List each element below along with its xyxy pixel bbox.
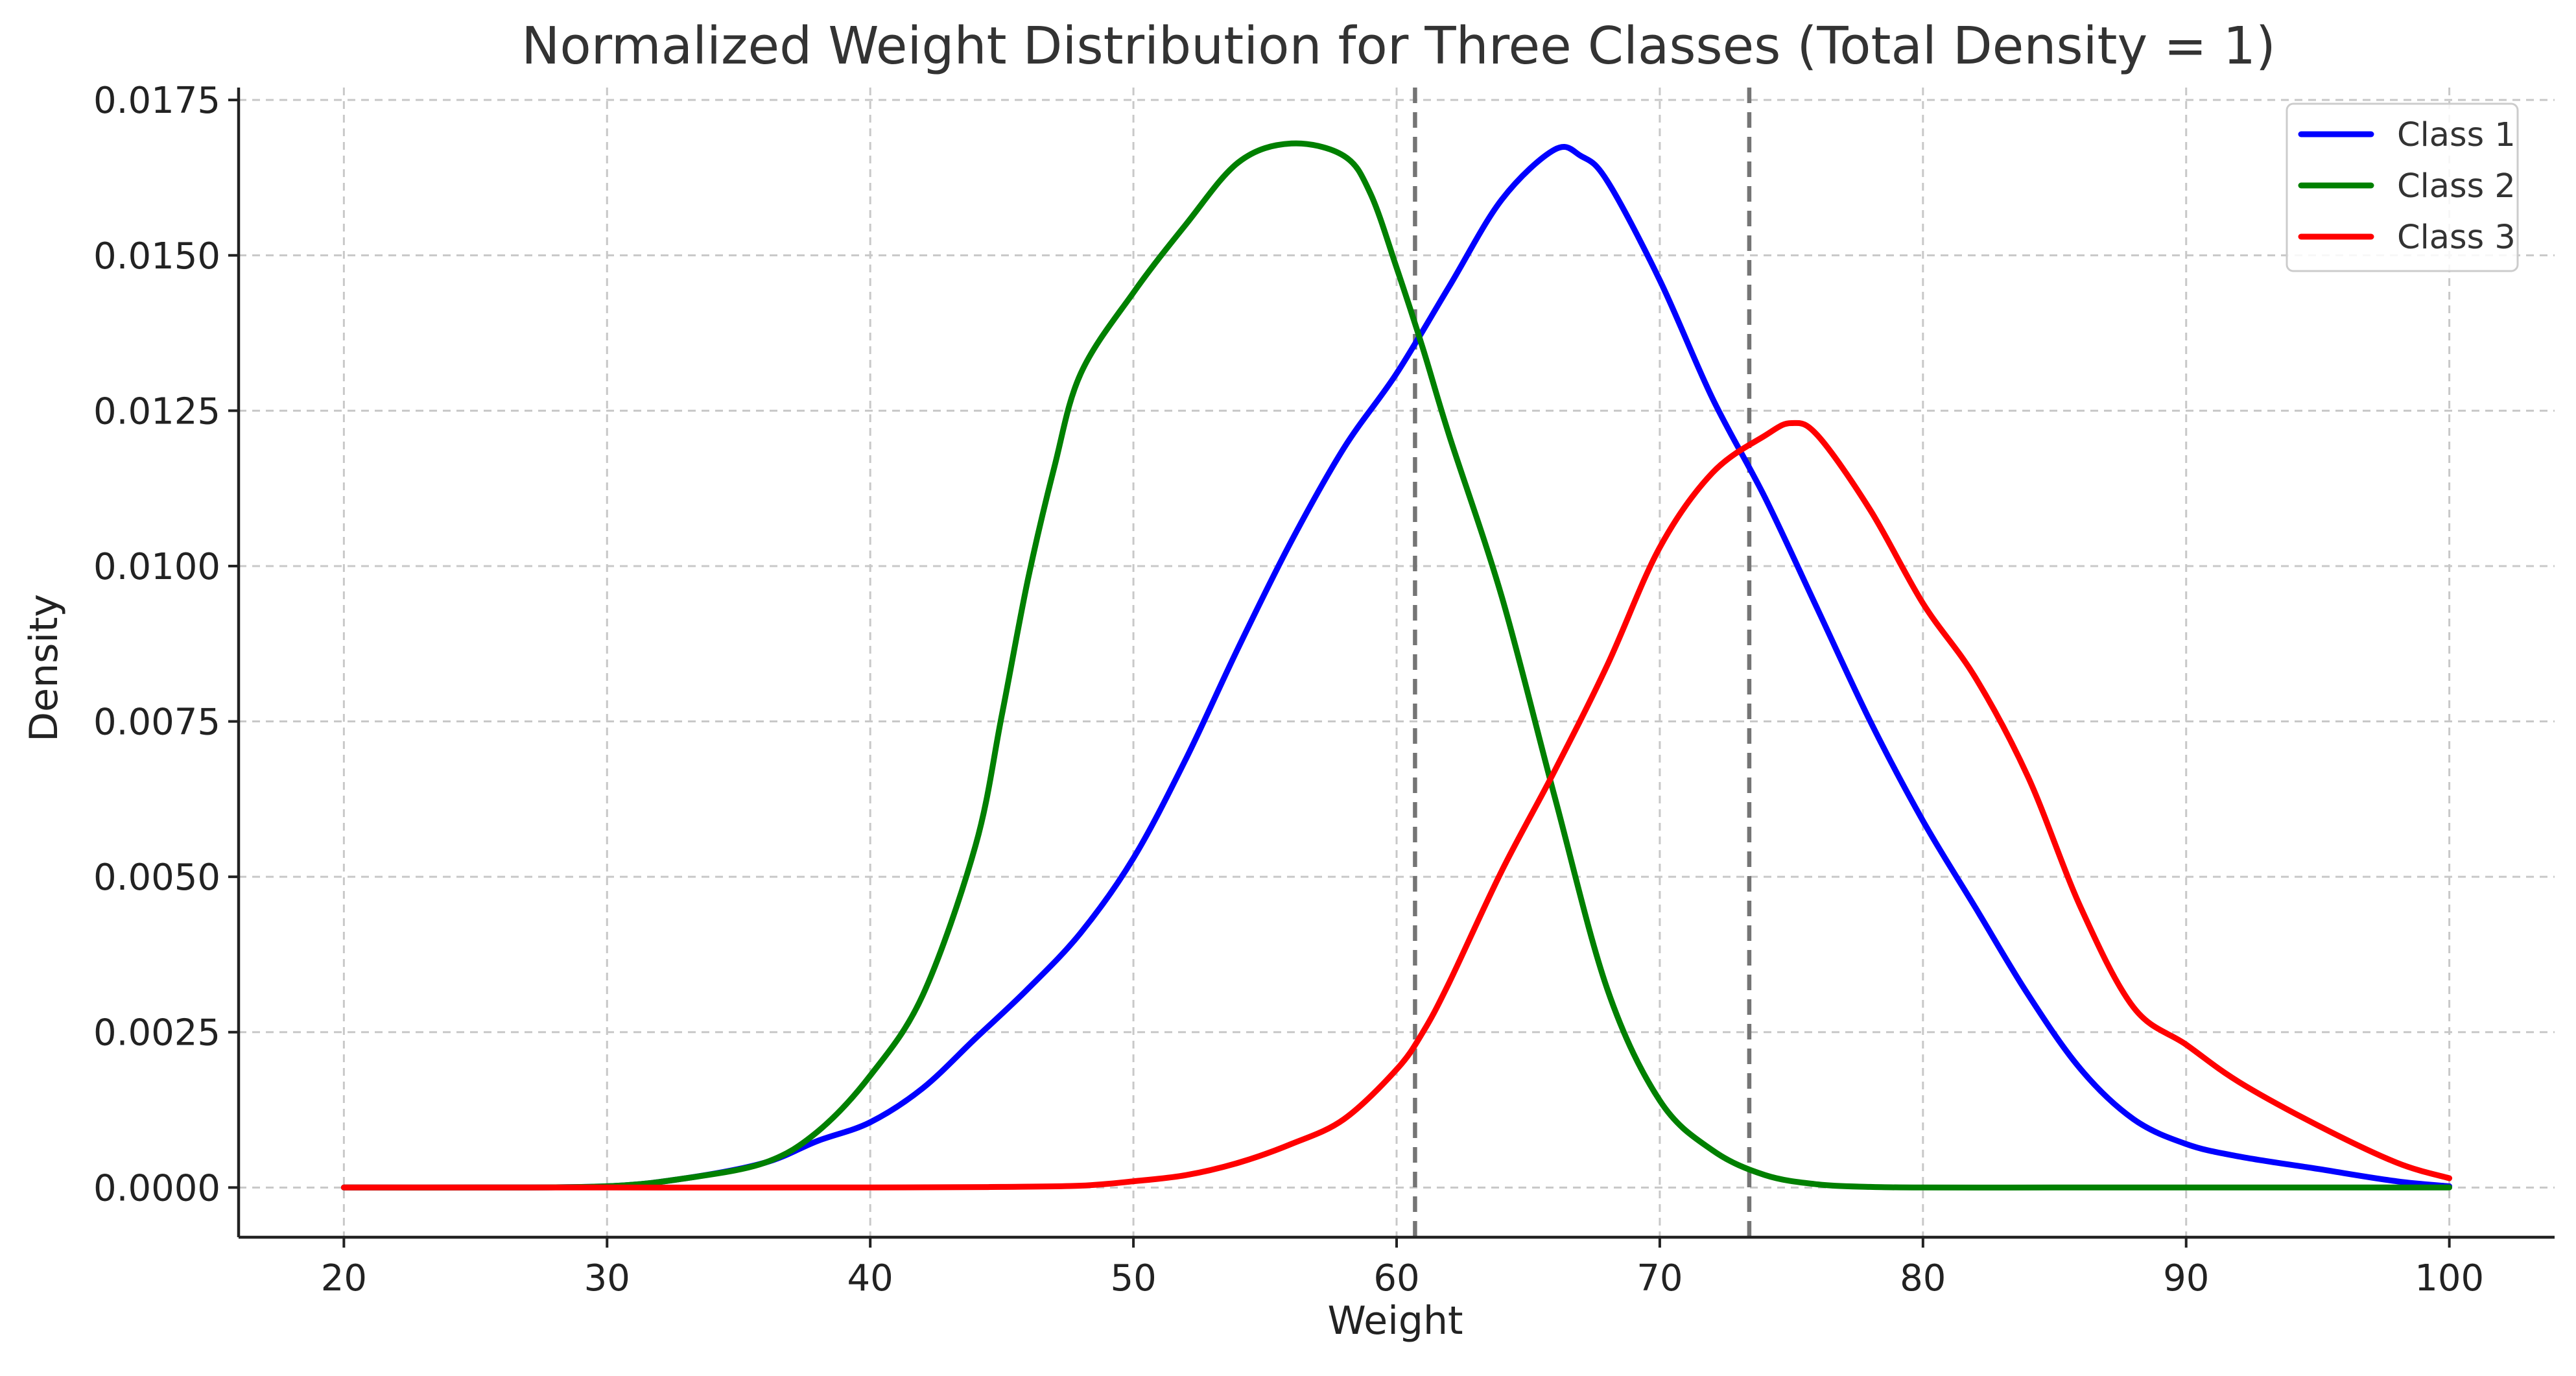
tick-labels: 20 30 40 50 60 70 80 90 100 0.0000 0.0025 0.0050 0.0…	[93, 80, 2484, 1299]
y-tick-label: 0.0150	[93, 235, 220, 278]
series-layer	[340, 140, 2453, 1191]
y-tick-label: 0.0075	[93, 702, 220, 744]
legend: Class 1 Class 2 Class 3	[2286, 102, 2519, 272]
y-tick-label: 0.0025	[93, 1012, 220, 1054]
series-line-class-3	[340, 420, 2453, 1191]
chart-title: Normalized Weight Distribution for Three…	[521, 16, 2276, 76]
y-axis-label: Density	[21, 594, 67, 742]
y-tick-label: 0.0000	[93, 1167, 220, 1209]
x-tick-label: 70	[1637, 1257, 1683, 1299]
y-tick-label: 0.0175	[93, 80, 220, 122]
x-tick-label: 90	[2163, 1257, 2209, 1299]
y-tick-label: 0.0050	[93, 857, 220, 899]
x-tick-label: 30	[584, 1257, 630, 1299]
legend-label-class-2: Class 2	[2397, 167, 2516, 206]
x-tick-label: 50	[1110, 1257, 1156, 1299]
x-tick-label: 20	[321, 1257, 367, 1299]
series-line-class-1	[340, 144, 2453, 1191]
y-tick-label: 0.0125	[93, 390, 220, 433]
x-tick-label: 100	[2415, 1257, 2484, 1299]
series-line-class-2	[340, 140, 2453, 1191]
x-tick-label: 60	[1373, 1257, 1419, 1299]
x-tick-label: 40	[847, 1257, 893, 1299]
legend-box	[2286, 102, 2519, 272]
legend-label-class-3: Class 3	[2397, 219, 2516, 257]
legend-label-class-1: Class 1	[2397, 116, 2516, 154]
reference-lines	[1413, 88, 1752, 1237]
axes	[228, 88, 2555, 1248]
y-tick-label: 0.0100	[93, 546, 220, 588]
x-tick-label: 80	[1900, 1257, 1946, 1299]
x-axis-label: Weight	[1327, 1298, 1463, 1344]
